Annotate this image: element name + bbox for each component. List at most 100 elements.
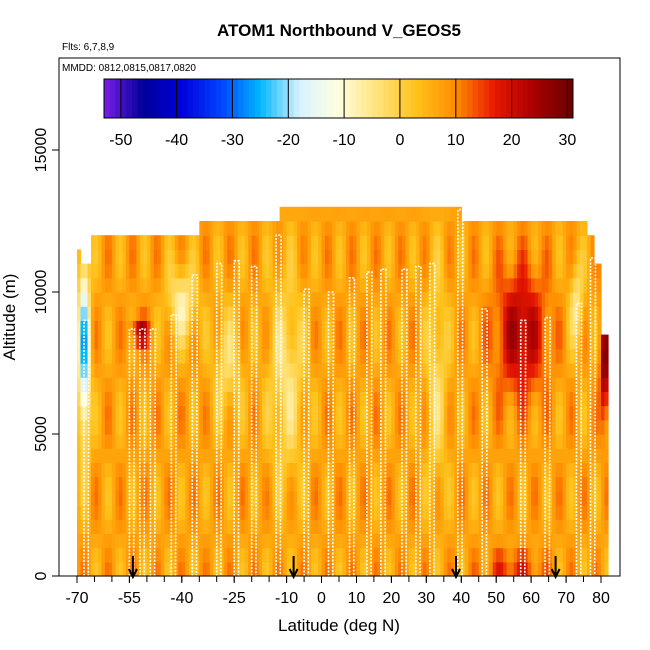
heatmap-cell [178,249,183,265]
heatmap-cell [398,221,403,236]
heatmap-cell [272,505,277,520]
heatmap-cell [510,348,515,364]
heatmap-cell [328,490,333,506]
heatmap-cell [171,547,176,563]
heatmap-cell [597,547,602,563]
heatmap-cell [587,462,592,478]
heatmap-cell [84,434,89,449]
heatmap-cell [366,533,371,549]
heatmap-cell [342,206,347,222]
heatmap-cell [171,235,176,250]
heatmap-cell [195,348,200,364]
heatmap-cell [84,519,89,534]
heatmap-cell [311,547,316,563]
heatmap-cell [342,434,347,449]
heatmap-cell [87,505,92,520]
heatmap-cell [597,476,602,492]
heatmap-cell [461,547,466,563]
heatmap-cell [213,334,218,350]
heatmap-cell [342,320,347,336]
heatmap-cell [548,448,553,463]
heatmap-cell [503,547,508,563]
heatmap-cell [531,221,536,236]
heatmap-cell [104,235,109,250]
heatmap-cell [569,476,574,492]
heatmap-cell [555,547,560,563]
heatmap-cell [84,263,89,279]
heatmap-cell [314,505,319,520]
heatmap-cell [573,561,578,577]
heatmap-cell [164,505,169,520]
heatmap-cell [220,277,225,293]
heatmap-cell [566,334,571,350]
heatmap-cell [394,235,399,250]
heatmap-cell [199,320,204,336]
heatmap-cell [108,320,113,336]
heatmap-cell [279,561,284,577]
heatmap-cell [562,476,567,492]
heatmap-cell [380,448,385,463]
heatmap-cell [447,434,452,449]
heatmap-cell [279,533,284,549]
heatmap-cell [339,462,344,478]
heatmap-cell [541,306,546,321]
colorbar-segment [427,79,434,118]
heatmap-cell [510,391,515,407]
heatmap-cell [307,547,312,563]
heatmap-cell [496,448,501,463]
heatmap-cell [580,221,585,236]
heatmap-cell [573,434,578,449]
heatmap-cell [510,505,515,520]
heatmap-cell [436,448,441,463]
heatmap-cell [321,405,326,421]
heatmap-cell [349,363,354,378]
heatmap-cell [373,320,378,336]
heatmap-cell [237,334,242,350]
heatmap-cell [91,434,96,449]
heatmap-cell [433,462,438,478]
heatmap-cell [342,249,347,265]
heatmap-cell [464,277,469,293]
x-tick-label: 50 [487,590,505,607]
heatmap-cell [293,320,298,336]
heatmap-cell [209,377,214,392]
heatmap-cell [349,547,354,563]
heatmap-cell [293,391,298,407]
heatmap-cell [370,476,375,492]
heatmap-cell [84,277,89,293]
heatmap-cell [541,462,546,478]
heatmap-cell [580,448,585,463]
heatmap-cell [475,235,480,250]
heatmap-cell [108,348,113,364]
heatmap-cell [499,419,504,435]
heatmap-cell [517,462,522,478]
heatmap-cell [108,263,113,279]
heatmap-cell [223,320,228,336]
heatmap-cell [531,476,536,492]
heatmap-cell [531,448,536,463]
heatmap-cell [290,547,295,563]
heatmap-cell [244,249,249,265]
heatmap-cell [150,476,155,492]
heatmap-cell [478,448,483,463]
heatmap-cell [139,277,144,293]
heatmap-cell [597,391,602,407]
heatmap-cell [101,348,106,364]
heatmap-cell [380,221,385,236]
heatmap-cell [290,391,295,407]
heatmap-cell [436,561,441,577]
heatmap-cell [108,306,113,321]
heatmap-cell [311,462,316,478]
heatmap-cell [115,476,120,492]
heatmap-cell [153,519,158,534]
heatmap-cell [202,221,207,236]
heatmap-cell [213,306,218,321]
heatmap-cell [450,206,455,222]
heatmap-cell [77,320,82,336]
flight-arrow [550,556,561,580]
heatmap-cell [213,547,218,563]
heatmap-cell [401,462,406,478]
heatmap-cell [328,476,333,492]
heatmap-cell [576,505,581,520]
heatmap-cell [387,490,392,506]
